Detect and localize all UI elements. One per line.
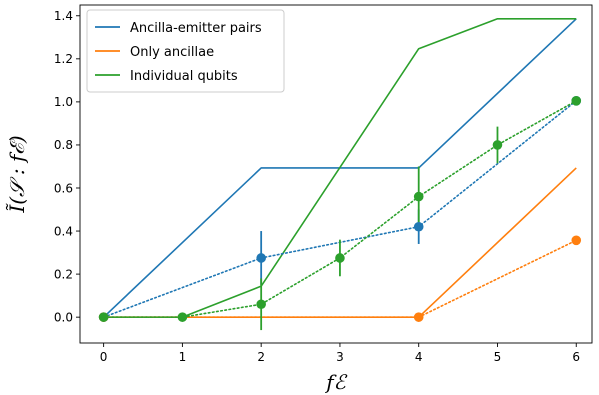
y-tick-label: 0.0 (54, 310, 73, 324)
data-point (571, 235, 582, 246)
series-line-2 (103, 17, 577, 318)
x-axis-label: fℰ (324, 370, 347, 394)
y-tick-label: 1.0 (54, 95, 73, 109)
legend-box (86, 9, 285, 93)
y-tick-label: 1.2 (54, 52, 73, 66)
legend-label: Only ancillae (130, 45, 214, 60)
x-tick-label: 6 (572, 350, 580, 364)
legend-label: Ancilla-emitter pairs (130, 21, 262, 36)
x-tick-label: 2 (257, 350, 265, 364)
x-tick-label: 5 (494, 350, 502, 364)
y-axis-label: Ĩ(𝒮 : fℰ) (5, 135, 29, 213)
x-axis-ticks: 0 1 2 3 4 5 6 (100, 343, 580, 364)
data-point (413, 221, 424, 232)
y-axis-ticks: 0.0 0.2 0.4 0.6 0.8 1.0 1.2 1.4 (54, 9, 80, 324)
x-tick-label: 1 (179, 350, 187, 364)
data-point (256, 253, 266, 263)
x-tick-label: 4 (415, 350, 423, 364)
y-tick-label: 1.4 (54, 9, 73, 23)
data-point (177, 312, 188, 322)
y-tick-label: 0.8 (54, 138, 73, 152)
data-point (571, 96, 582, 106)
data-point (492, 140, 503, 150)
data-point (98, 312, 109, 322)
legend-label: Individual qubits (130, 69, 238, 84)
x-tick-label: 0 (100, 350, 108, 364)
data-point (335, 253, 345, 263)
data-point (256, 299, 266, 310)
measured-points (98, 96, 582, 322)
x-tick-label: 3 (336, 350, 344, 364)
y-tick-label: 0.4 (54, 224, 73, 238)
y-tick-label: 0.2 (54, 267, 73, 281)
plot-frame (79, 4, 593, 344)
data-point (413, 312, 424, 322)
legend: Ancilla-emitter pairs Only ancillae Indivi… (86, 9, 285, 93)
data-point (413, 191, 424, 202)
y-tick-label: 0.6 (54, 181, 73, 195)
